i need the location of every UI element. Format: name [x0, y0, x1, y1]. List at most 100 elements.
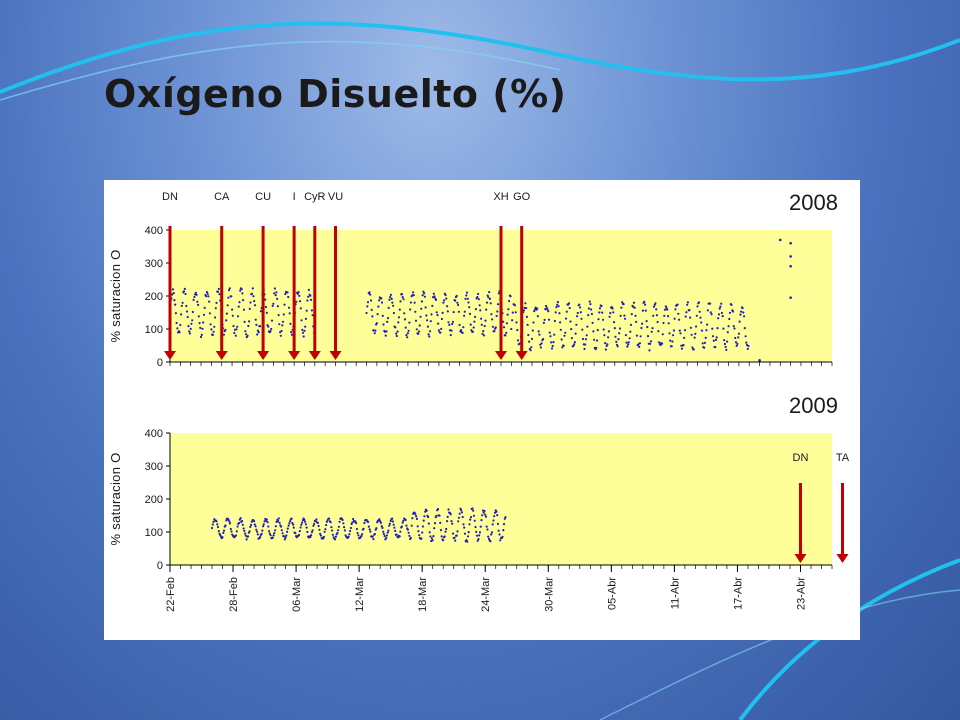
data-point [298, 533, 301, 537]
data-point [228, 522, 232, 525]
data-point [188, 330, 191, 333]
data-point [259, 310, 262, 313]
data-point [288, 312, 291, 315]
data-point [485, 301, 489, 304]
data-point [319, 534, 322, 537]
data-point [273, 532, 276, 535]
data-point [564, 331, 567, 334]
data-point [606, 343, 609, 346]
marker-label: I [293, 191, 296, 203]
data-point [227, 296, 230, 299]
data-point [362, 527, 365, 530]
data-point [488, 297, 491, 300]
data-point [612, 321, 616, 324]
data-point [457, 516, 461, 519]
data-point [538, 333, 541, 336]
data-point [589, 303, 592, 306]
data-point [472, 514, 476, 517]
data-point [570, 328, 573, 331]
data-point [668, 332, 671, 335]
data-point [426, 319, 429, 322]
data-point [311, 314, 314, 317]
data-point [711, 327, 714, 330]
data-point [303, 518, 306, 521]
data-point [382, 323, 385, 326]
data-point [394, 326, 397, 329]
data-point [409, 308, 412, 311]
marker-arrow-head [329, 351, 342, 360]
data-point [709, 311, 712, 314]
data-point [513, 304, 517, 307]
data-point [439, 331, 442, 334]
data-point [290, 333, 293, 336]
data-point [480, 317, 483, 320]
data-point [271, 536, 274, 539]
data-point [397, 316, 401, 319]
data-point [185, 304, 188, 308]
data-point [306, 299, 309, 302]
data-point [587, 314, 590, 317]
data-point [607, 336, 610, 339]
data-point [490, 533, 493, 536]
data-point [530, 346, 533, 349]
data-point [446, 310, 449, 313]
data-point [573, 341, 576, 344]
data-point [505, 322, 508, 325]
data-point [496, 303, 500, 306]
data-point [721, 315, 724, 318]
data-point [389, 519, 392, 523]
data-point [236, 315, 240, 318]
data-point [697, 301, 701, 304]
data-point [451, 322, 454, 326]
data-point [440, 535, 443, 538]
data-point [218, 293, 221, 296]
data-point [455, 294, 458, 298]
data-point [462, 326, 465, 329]
data-point [347, 535, 350, 538]
data-point [414, 513, 417, 516]
data-point [600, 304, 603, 308]
data-point [301, 328, 304, 331]
data-point [650, 330, 653, 333]
y-axis-label: % saturacion O [108, 249, 123, 342]
data-point [484, 513, 487, 516]
data-point [404, 518, 407, 522]
data-point [395, 332, 398, 335]
y-tick-label: 200 [145, 494, 163, 506]
data-point [290, 517, 293, 520]
data-point [367, 520, 370, 524]
data-point [207, 295, 210, 298]
data-point [322, 535, 325, 539]
data-point [488, 291, 491, 294]
data-point [456, 301, 459, 304]
data-point [289, 520, 292, 523]
data-point [476, 296, 479, 299]
data-point [369, 293, 372, 296]
data-point [380, 525, 383, 528]
data-point [502, 326, 506, 329]
y-tick-label: 0 [157, 560, 163, 572]
marker-arrow-head [836, 554, 849, 563]
data-point [319, 532, 322, 535]
data-point [466, 540, 469, 543]
data-point [307, 295, 310, 298]
data-point [311, 529, 314, 532]
data-point [176, 327, 179, 330]
data-point [342, 522, 345, 525]
data-point [234, 334, 237, 337]
data-point [474, 315, 477, 318]
data-point [644, 309, 647, 312]
data-point [598, 311, 601, 314]
data-point [557, 305, 560, 308]
data-point [439, 521, 442, 524]
data-point [426, 325, 429, 328]
data-point [414, 310, 417, 313]
data-point [439, 529, 443, 532]
data-point [399, 530, 402, 533]
data-point [185, 310, 189, 313]
data-point [463, 526, 466, 529]
data-point [189, 327, 192, 330]
data-point [380, 301, 384, 304]
x-tick-label: 24-Mar [480, 577, 492, 612]
data-point [482, 334, 486, 337]
